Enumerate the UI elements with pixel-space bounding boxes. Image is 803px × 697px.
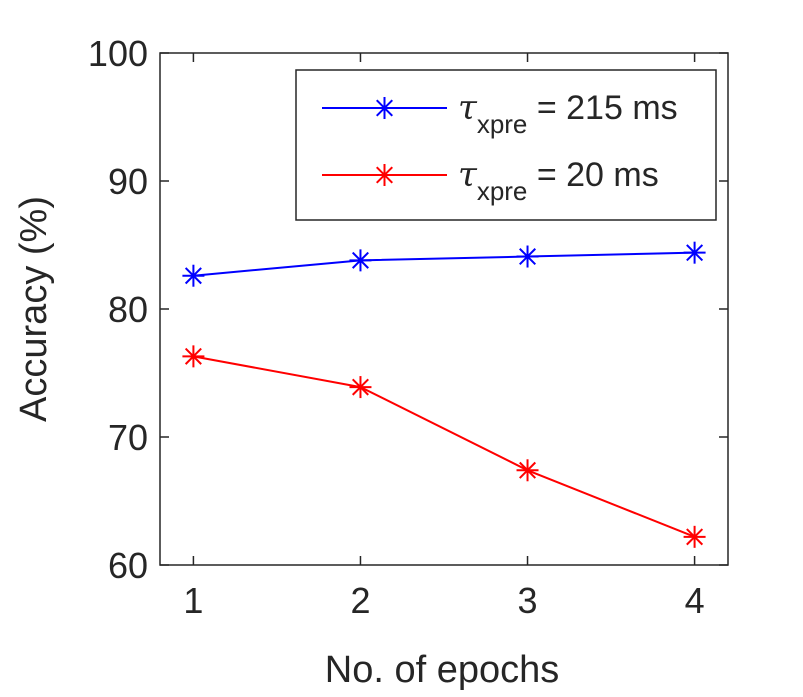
legend-suffix: = 20 ms [527,156,658,194]
axes: 1 2 3 4 60 70 80 90 100 [88,33,728,621]
legend-subscript: xpre [477,176,528,206]
legend-item-2: τxpre = 20 ms [322,155,659,206]
data-point [516,245,539,268]
legend-marker [373,164,396,186]
data-point [182,264,205,287]
y-axis-title: Accuracy (%) [13,196,55,422]
y-tick-label: 70 [108,417,148,458]
series-line [193,251,695,277]
legend-label: τxpre = 215 ms [458,88,678,139]
legend-suffix: = 215 ms [527,89,677,127]
x-axis-title: No. of epochs [325,649,559,691]
y-tick-label: 90 [108,161,148,202]
legend-marker [373,97,396,119]
legend-label: τxpre = 20 ms [458,155,659,206]
legend-subscript: xpre [477,109,528,139]
y-tick-label: 80 [108,289,148,330]
data-point [349,249,372,272]
series-1 [182,241,706,287]
x-tick-label: 2 [350,580,370,621]
y-tick-label: 60 [108,545,148,586]
series-layer [182,241,706,548]
data-point [683,525,706,548]
data-point [683,241,706,264]
legend-item-1: τxpre = 215 ms [322,88,678,139]
y-tick-label: 100 [88,33,148,74]
series-line [193,355,695,538]
data-point [349,376,372,399]
x-tick-label: 1 [183,580,203,621]
data-point [516,459,539,482]
legend-symbol: τ [458,155,478,195]
series-2 [182,345,706,548]
data-point [182,345,205,368]
legend-box [295,69,717,221]
legend-symbol: τ [458,88,478,128]
x-tick-label: 3 [518,580,538,621]
x-tick-label: 4 [685,580,705,621]
